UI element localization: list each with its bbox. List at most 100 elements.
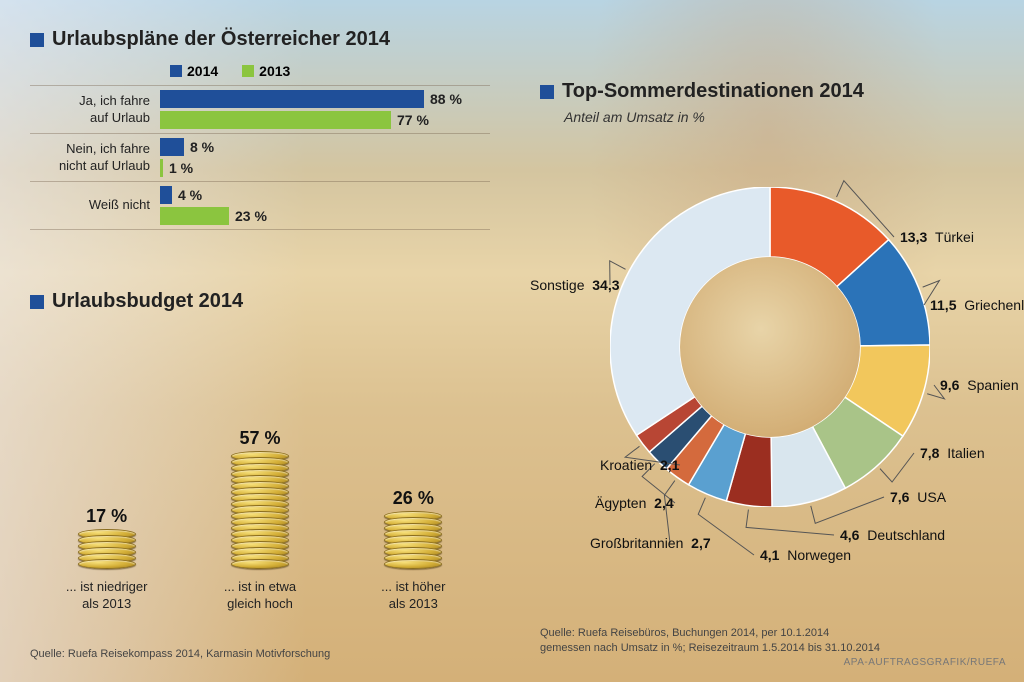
bar-value: 23 % <box>235 208 267 224</box>
slice-pct: 2,4 <box>654 495 673 511</box>
donut-slice-label: 9,6 Spanien <box>940 377 1019 393</box>
source-left: Quelle: Ruefa Reisekompass 2014, Karmasi… <box>30 648 330 660</box>
bar-chart-legend: 2014 2013 <box>170 63 490 79</box>
coin-stacks: 17 % ... ist niedrigerals 2013 57 % ... ist… <box>30 333 490 613</box>
bar-wrap: 4 % <box>160 186 490 204</box>
slice-pct: 2,7 <box>691 535 710 551</box>
destinations-section: Top-Sommerdestinationen 2014 Anteil am U… <box>540 80 1000 577</box>
slice-name: Kroatien <box>600 457 652 473</box>
slice-name: Großbritannien <box>590 535 683 551</box>
slice-name: Ägypten <box>595 495 646 511</box>
coin-stack-column: 57 % ... ist in etwagleich hoch <box>190 428 330 613</box>
coin <box>78 559 136 569</box>
title-bullet <box>540 85 554 99</box>
coin-stack <box>384 515 442 569</box>
bar-wrap: 88 % <box>160 90 490 108</box>
bar-wrap: 8 % <box>160 138 490 156</box>
donut-slice-label: Sonstige 34,3 <box>530 277 620 293</box>
bar <box>160 186 172 204</box>
slice-name: Türkei <box>935 229 974 245</box>
bar-value: 1 % <box>169 160 193 176</box>
bar <box>160 111 391 129</box>
coin-stack <box>78 533 136 569</box>
donut-slice-label: 7,6 USA <box>890 489 946 505</box>
attribution: APA-AUFTRAGSGRAFIK/RUEFA <box>844 657 1006 668</box>
coin-stack-column: 26 % ... ist höherals 2013 <box>343 488 483 613</box>
bar-row-label: Nein, ich fahrenicht auf Urlaub <box>30 141 150 174</box>
stack-percent: 17 % <box>86 506 127 527</box>
coin-stack-column: 17 % ... ist niedrigerals 2013 <box>37 506 177 613</box>
bar-pair: 8 %1 % <box>160 138 490 177</box>
donut-chart: 13,3 Türkei11,5 Griechenland9,6 Spanien7… <box>540 137 1000 577</box>
vacation-plans-section: Urlaubspläne der Österreicher 2014 20142… <box>30 28 490 230</box>
stack-percent: 57 % <box>239 428 280 449</box>
donut-title: Top-Sommerdestinationen 2014 <box>540 80 1000 103</box>
source-right: Quelle: Ruefa Reisebüros, Buchungen 2014… <box>540 626 980 656</box>
donut-slice-label: 13,3 Türkei <box>900 229 974 245</box>
stack-percent: 26 % <box>393 488 434 509</box>
donut-slice-label: Großbritannien 2,7 <box>590 535 711 551</box>
bar-chart-title: Urlaubspläne der Österreicher 2014 <box>30 28 490 51</box>
bar <box>160 207 229 225</box>
legend-label: 2013 <box>259 63 290 79</box>
bar-row: Nein, ich fahrenicht auf Urlaub8 %1 % <box>30 133 490 181</box>
bar <box>160 138 184 156</box>
bar-value: 8 % <box>190 139 214 155</box>
title-bullet <box>30 295 44 309</box>
stack-label: ... ist höherals 2013 <box>381 579 445 613</box>
legend-swatch <box>170 65 182 77</box>
stack-label: ... ist in etwagleich hoch <box>224 579 296 613</box>
slice-pct: 4,6 <box>840 527 859 543</box>
bar-row-label: Weiß nicht <box>30 197 150 213</box>
donut-slice-label: Kroatien 2,1 <box>600 457 679 473</box>
slice-pct: 9,6 <box>940 377 959 393</box>
bar <box>160 90 424 108</box>
slice-pct: 34,3 <box>592 277 619 293</box>
bar-row-label: Ja, ich fahreauf Urlaub <box>30 93 150 126</box>
slice-pct: 4,1 <box>760 547 779 563</box>
bar-value: 88 % <box>430 91 462 107</box>
slice-pct: 7,8 <box>920 445 939 461</box>
legend-item: 2013 <box>242 63 290 79</box>
budget-title: Urlaubsbudget 2014 <box>30 290 490 313</box>
bar <box>160 159 163 177</box>
slice-pct: 11,5 <box>930 297 956 313</box>
legend-label: 2014 <box>187 63 218 79</box>
slice-name: Sonstige <box>530 277 584 293</box>
slice-name: Griechenland <box>964 297 1024 313</box>
coin <box>231 559 289 569</box>
coin <box>384 559 442 569</box>
coin-stack <box>231 455 289 569</box>
donut-slice-label: 7,8 Italien <box>920 445 985 461</box>
slice-name: USA <box>917 489 946 505</box>
donut-slice-label: Ägypten 2,4 <box>595 495 674 511</box>
bar-row: Weiß nicht 4 % 23 % <box>30 181 490 230</box>
legend-item: 2014 <box>170 63 218 79</box>
donut-subtitle: Anteil am Umsatz in % <box>564 109 1000 125</box>
bar-value: 77 % <box>397 112 429 128</box>
legend-swatch <box>242 65 254 77</box>
donut-slice-label: 11,5 Griechenland <box>930 297 1024 313</box>
source-right-line2: gemessen nach Umsatz in %; Reisezeitraum… <box>540 641 980 656</box>
title-bullet <box>30 33 44 47</box>
bar-value: 4 % <box>178 187 202 203</box>
title-text: Urlaubsbudget 2014 <box>52 290 243 313</box>
bar-wrap: 77 % <box>160 111 490 129</box>
slice-name: Norwegen <box>787 547 851 563</box>
slice-pct: 13,3 <box>900 229 927 245</box>
slice-pct: 2,1 <box>660 457 679 473</box>
donut-center <box>680 257 860 437</box>
budget-section: Urlaubsbudget 2014 17 % ... ist niedriger… <box>30 290 490 613</box>
bar-pair: 88 %77 % <box>160 90 490 129</box>
stack-label: ... ist niedrigerals 2013 <box>66 579 148 613</box>
bar-row: Ja, ich fahreauf Urlaub 88 %77 % <box>30 85 490 133</box>
source-right-line1: Quelle: Ruefa Reisebüros, Buchungen 2014… <box>540 626 980 641</box>
title-text: Top-Sommerdestinationen 2014 <box>562 80 864 103</box>
bar-wrap: 1 % <box>160 159 490 177</box>
slice-name: Italien <box>947 445 984 461</box>
bar-chart: 2014 2013 Ja, ich fahreauf Urlaub 88 %77 %… <box>30 63 490 230</box>
title-text: Urlaubspläne der Österreicher 2014 <box>52 28 390 51</box>
bar-pair: 4 % 23 % <box>160 186 490 225</box>
donut-slice-label: 4,1 Norwegen <box>760 547 851 563</box>
donut-slice-label: 4,6 Deutschland <box>840 527 945 543</box>
